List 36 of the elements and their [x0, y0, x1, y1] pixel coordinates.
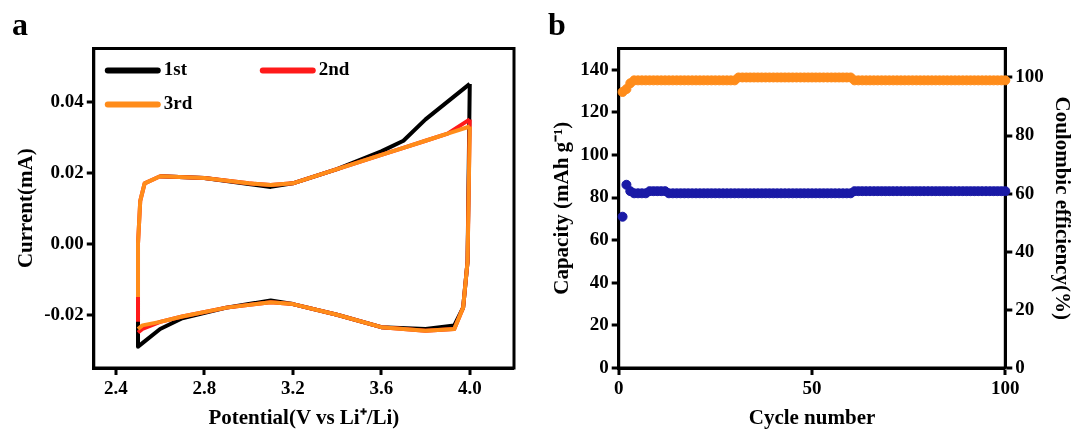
y-tick-label: 20	[589, 313, 609, 335]
x-tick-label: 3.2	[280, 377, 305, 399]
y-axis-title: Capacity (mAh g⁻¹)	[549, 121, 574, 295]
chart-title: a	[12, 6, 28, 43]
y-tick-label: -0.02	[44, 302, 84, 324]
x-tick-label: 50	[802, 377, 822, 399]
y-axis-title: Current(mA)	[13, 148, 38, 269]
y-tick-label: 0.02	[50, 160, 84, 182]
legend-label: 2nd	[318, 58, 350, 80]
x-axis-title: Potential(V vs Li⁺/Li)	[208, 404, 400, 429]
y2-axis-title: Coulombic efficiency(%)	[1050, 96, 1075, 320]
y-tick-label: 140	[580, 57, 609, 79]
x-tick-label: 2.4	[104, 377, 129, 399]
x-tick-label: 2.8	[192, 377, 217, 399]
y2-tick-label: 80	[1015, 123, 1035, 145]
legend-label: 1st	[163, 58, 188, 80]
y-tick-label: 100	[580, 142, 609, 164]
y-tick-label: 60	[589, 228, 609, 250]
y-tick-label: 80	[589, 185, 609, 207]
y2-tick-label: 20	[1015, 297, 1035, 319]
y2-tick-label: 60	[1015, 181, 1035, 203]
x-tick-label: 0	[613, 377, 624, 399]
y-tick-label: 40	[589, 270, 609, 292]
y-tick-label: 0.00	[50, 231, 84, 253]
chart-title: b	[548, 6, 566, 43]
y2-tick-label: 0	[1015, 355, 1025, 377]
y-tick-label: 0	[599, 355, 609, 377]
y-tick-label: 120	[580, 100, 609, 122]
legend-label: 3rd	[163, 92, 193, 114]
y2-tick-label: 100	[1015, 65, 1044, 87]
y-tick-label: 0.04	[50, 89, 85, 111]
x-tick-label: 3.6	[369, 377, 394, 399]
x-tick-label: 100	[991, 377, 1020, 399]
y2-tick-label: 40	[1015, 239, 1035, 261]
x-tick-label: 4.0	[457, 377, 482, 399]
x-axis-title: Cycle number	[748, 404, 876, 429]
